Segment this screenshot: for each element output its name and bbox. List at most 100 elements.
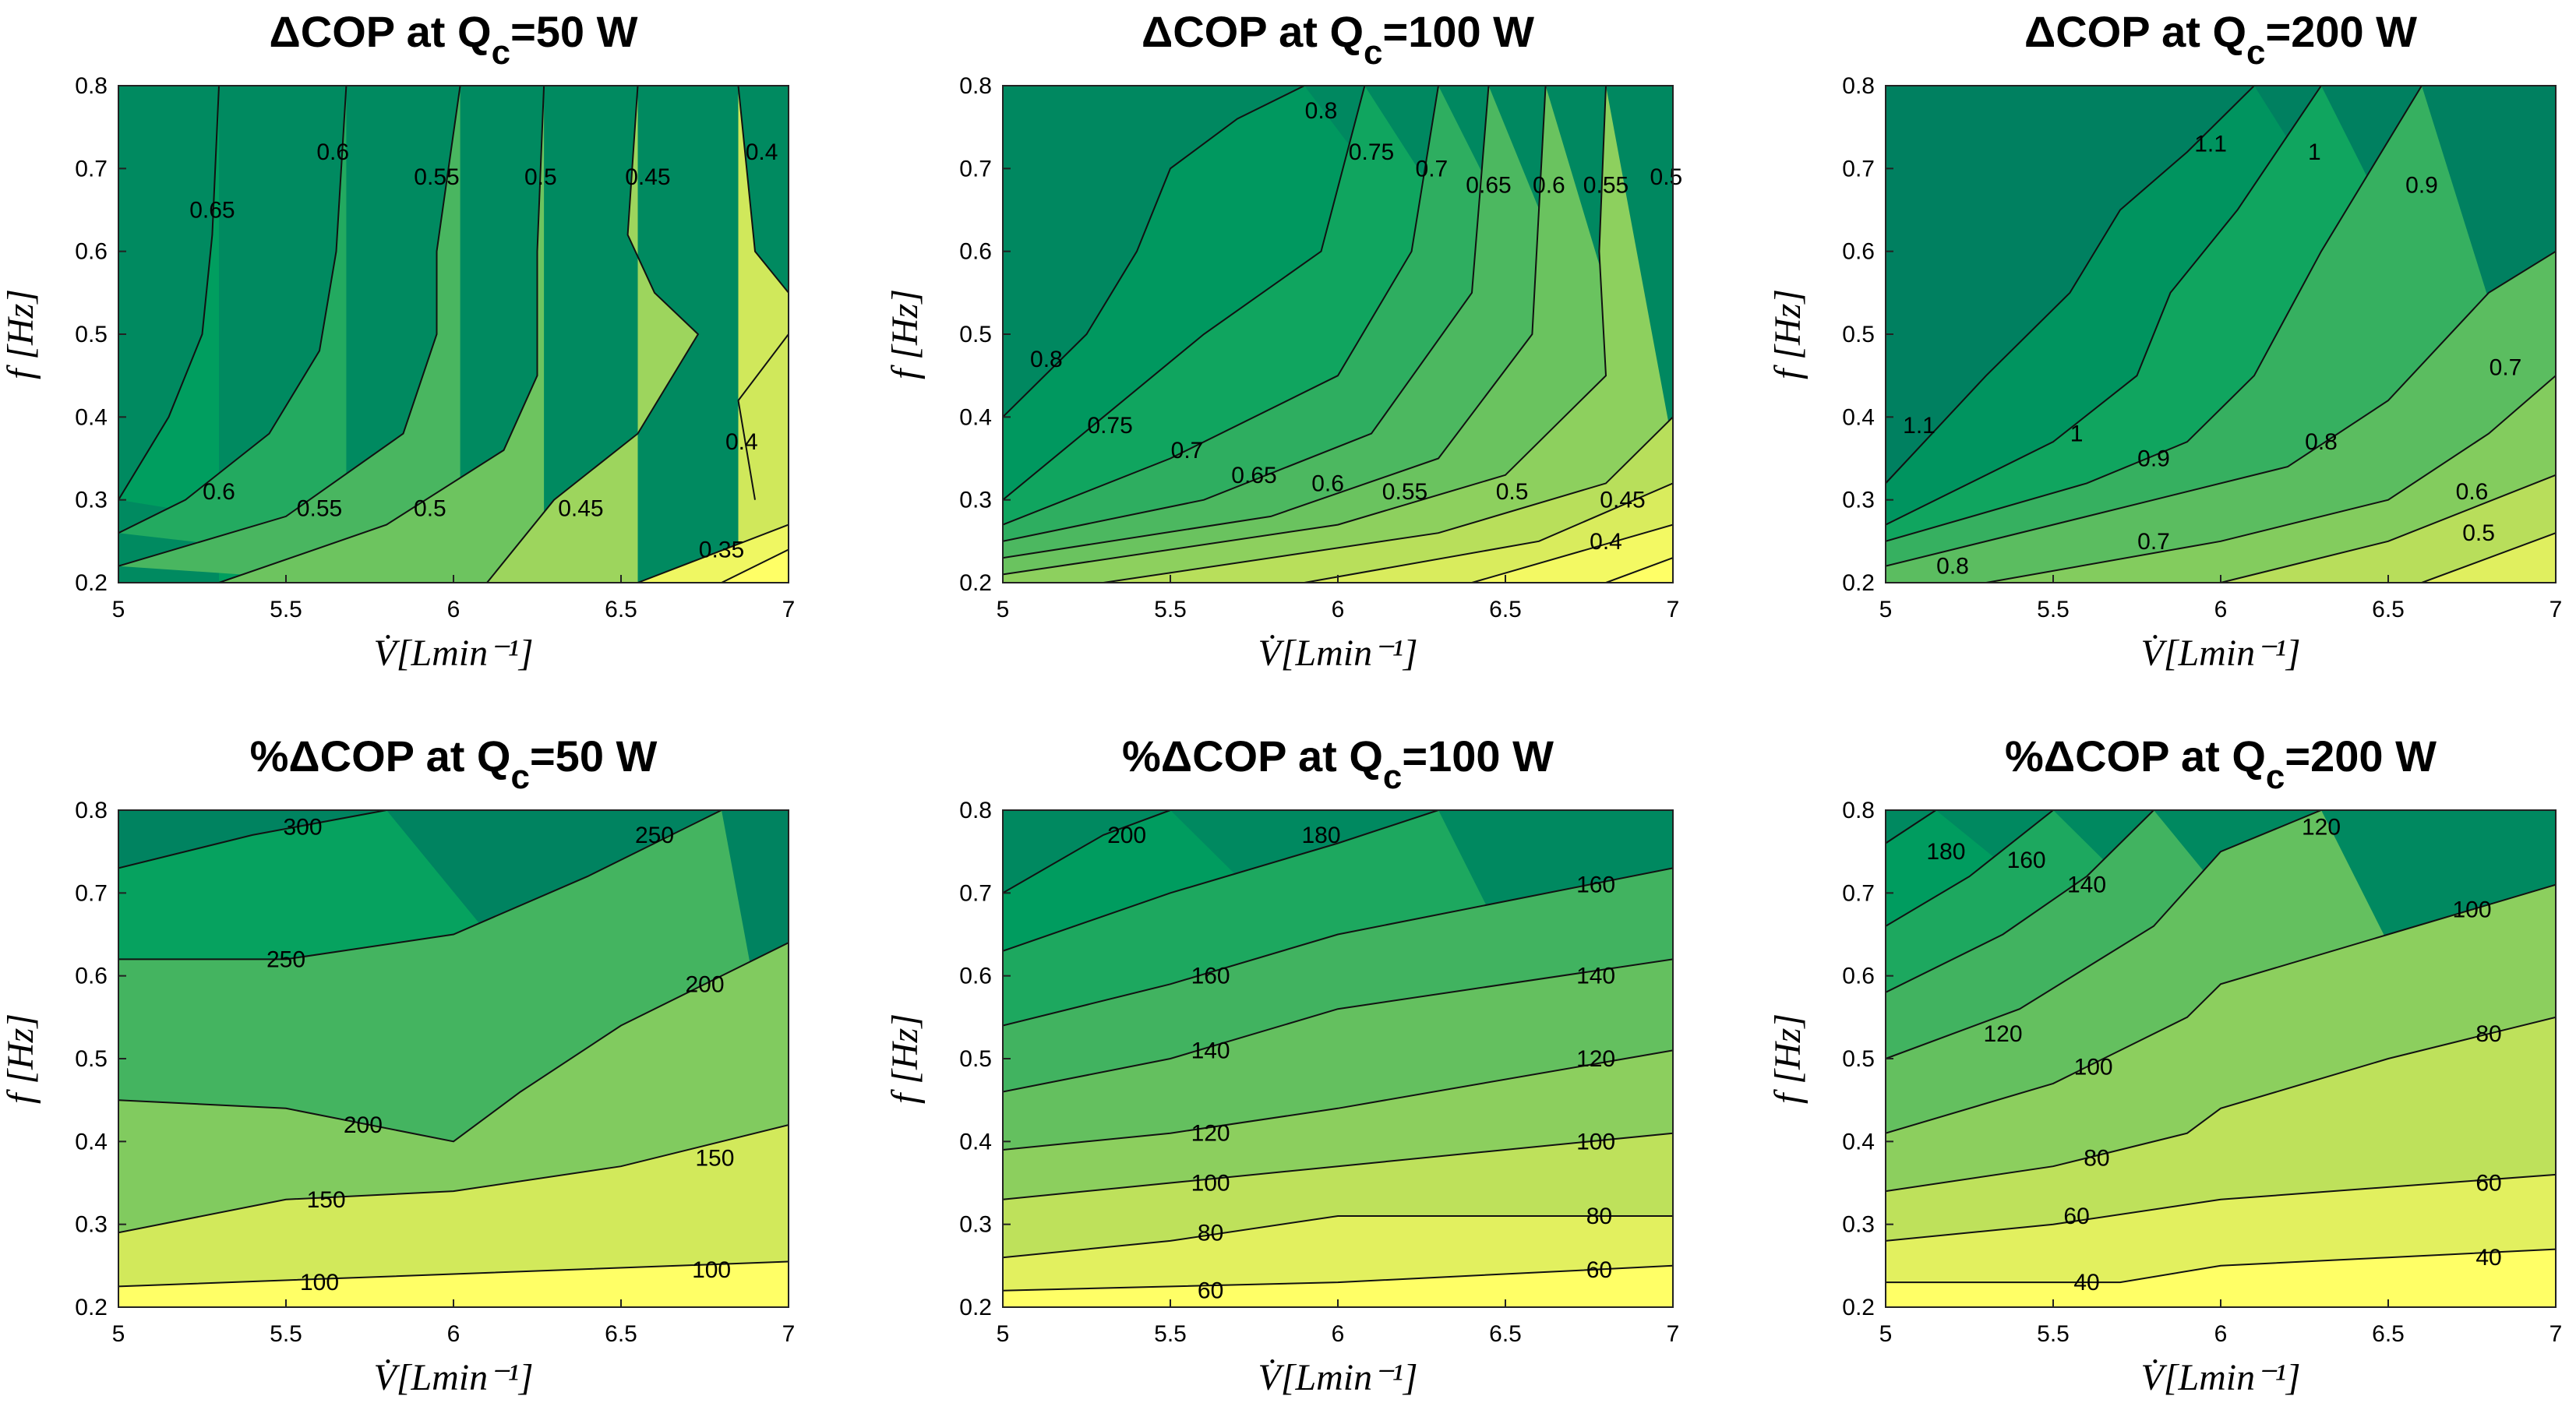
contour-line [737, 333, 789, 500]
y-tick-label: 0.7 [1842, 156, 1875, 182]
contour-line [118, 810, 722, 961]
y-tick-label: 0.7 [959, 880, 992, 906]
contour-line [1886, 1173, 2556, 1242]
y-tick-label: 0.8 [75, 798, 108, 823]
y-tick-label: 0.6 [959, 239, 992, 265]
contour-line [1605, 557, 1673, 583]
contour-line [218, 86, 545, 583]
contour-label: 100 [692, 1257, 731, 1283]
contour-panel-5: 200 180 160 160 140 140 120 120 100 100 80 80 60 60 5 5… [884, 731, 1680, 1398]
contour-label: 0.55 [414, 164, 459, 190]
y-tick-label: 0.3 [75, 1212, 108, 1238]
band-fill [1003, 1265, 1673, 1307]
band-fill [487, 86, 698, 583]
x-axis-label: V̇[Lmin⁻¹] [373, 1357, 533, 1398]
contour-label: 0.8 [1030, 347, 1063, 372]
y-tick-label: 0.8 [1842, 73, 1875, 99]
contour-label: 140 [1191, 1038, 1230, 1063]
y-tick-label: 0.4 [1842, 1129, 1875, 1154]
contour-line [1003, 86, 1547, 559]
y-tick-label: 0.7 [959, 156, 992, 182]
contour-line [118, 1124, 789, 1234]
contour-label: 40 [2073, 1270, 2099, 1295]
x-tick-label: 7 [1667, 597, 1680, 622]
contour-label: 0.5 [1650, 164, 1683, 190]
contour-line [1003, 86, 1439, 526]
contour-line [1003, 810, 1171, 894]
y-tick-label: 0.4 [75, 404, 108, 430]
contour-label: 100 [1576, 1129, 1615, 1154]
contour-line [1886, 1248, 2556, 1284]
band-fill [738, 334, 789, 583]
contour-label: 0.7 [1416, 156, 1449, 182]
contour-line [118, 810, 387, 869]
x-tick-label: 5 [997, 597, 1010, 622]
contour-label: 1 [2070, 421, 2084, 447]
x-tick-label: 5.5 [270, 1321, 302, 1347]
contour-line [1003, 958, 1673, 1093]
band-fill [2221, 474, 2556, 583]
y-tick-label: 0.5 [1842, 322, 1875, 347]
contour-line [1003, 810, 1439, 952]
contour-label: 100 [1191, 1171, 1230, 1197]
band-fill [1886, 1249, 2556, 1307]
y-tick-label: 0.3 [959, 488, 992, 513]
contour-line [1003, 1215, 1673, 1259]
y-tick-label: 0.4 [1842, 404, 1875, 430]
y-tick-label: 0.5 [1842, 1046, 1875, 1072]
contour-line [1886, 86, 2255, 485]
contour-label: 0.55 [1583, 173, 1629, 199]
contour-panel-3: 1.1 1.1 1 1 0.9 0.9 0.8 0.7 0.7 0.6 0.5 0.8 5 5.5 6 6.5… [1767, 7, 2562, 674]
panel-title: %ΔCOP at Qc=100 W [1122, 731, 1554, 796]
y-tick-label: 0.2 [959, 570, 992, 596]
x-tick-label: 6.5 [2372, 1321, 2405, 1347]
contour-label: 0.65 [189, 198, 235, 224]
contour-label: 1.1 [2194, 131, 2227, 157]
band-fill [219, 86, 545, 583]
y-tick-label: 0.6 [75, 964, 108, 989]
contour-line [1003, 86, 1607, 576]
contour-line [1886, 810, 2154, 993]
y-tick-label: 0.4 [959, 404, 992, 430]
contour-line [1003, 86, 1490, 542]
contour-line [118, 1260, 789, 1288]
contour-label: 160 [1191, 964, 1230, 989]
x-tick-label: 5 [1879, 1321, 1893, 1347]
contour-label: 0.5 [414, 495, 446, 521]
y-axis-label: f [Hz] [884, 1013, 926, 1104]
contour-line [1471, 523, 1673, 583]
y-tick-label: 0.8 [1842, 798, 1875, 823]
contour-line [1003, 1264, 1673, 1292]
contour-line [118, 86, 461, 567]
contour-panel-1: 0.650.60.60.550.550.50.50.450.450.40.40.… [0, 7, 795, 674]
contour-line [1886, 810, 1937, 844]
contour-line [1886, 810, 2322, 1059]
panel-title: ΔCOP at Qc=50 W [270, 7, 638, 72]
panel-title: %ΔCOP at Qc=200 W [2005, 731, 2437, 796]
contour-label: 100 [2452, 897, 2491, 923]
x-tick-label: 7 [1667, 1321, 1680, 1347]
band-fill [118, 1125, 789, 1307]
contour-label: 0.55 [1382, 479, 1427, 505]
contour-label: 150 [307, 1187, 346, 1213]
contour-label: 80 [2475, 1021, 2501, 1047]
y-tick-label: 0.5 [75, 1046, 108, 1072]
x-axis-label: V̇[Lmin⁻¹] [373, 633, 533, 674]
x-axis-label: V̇[Lmin⁻¹] [2140, 1357, 2300, 1398]
contour-label: 40 [2475, 1245, 2501, 1271]
x-tick-label: 6 [1332, 597, 1345, 622]
band-fill [1003, 86, 1673, 583]
contour-label: 0.7 [1171, 438, 1204, 464]
contour-label: 150 [695, 1146, 734, 1172]
contour-label: 80 [1586, 1204, 1612, 1229]
y-tick-label: 0.2 [75, 1295, 108, 1320]
contour-label: 0.45 [1600, 488, 1645, 513]
contour-label: 0.5 [2462, 520, 2495, 546]
x-tick-label: 6 [1332, 1321, 1345, 1347]
filled-bands [1886, 810, 2556, 1307]
y-axis-label: f [Hz] [0, 1013, 41, 1104]
contour-label: 0.5 [1496, 479, 1529, 505]
contour-line [1886, 883, 2556, 1134]
contour-label: 60 [2475, 1171, 2501, 1197]
